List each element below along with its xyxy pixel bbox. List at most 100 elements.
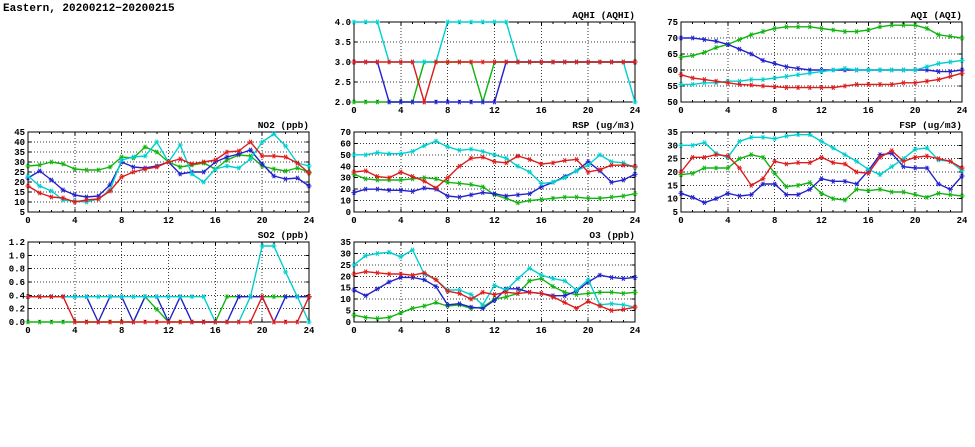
y-tick-label: 15 <box>667 181 678 191</box>
x-tick-label: 4 <box>72 216 78 226</box>
chart-rsp: 0 4 8 12 16 20 24 0 10 20 30 40 50 60 70 RSP (ug/m3) <box>328 118 641 230</box>
x-tick-label: 24 <box>304 326 314 336</box>
x-tick-label: 20 <box>910 106 921 116</box>
x-tick-label: 8 <box>772 106 777 116</box>
x-tick-label: 24 <box>957 106 967 116</box>
series-line-blue <box>28 295 309 323</box>
y-tick-label: 10 <box>340 295 351 305</box>
series-markers-green <box>678 152 965 203</box>
y-tick-label: 75 <box>667 18 678 28</box>
grid-lines <box>354 132 635 212</box>
y-tick-label: 70 <box>340 128 351 138</box>
plot-frame <box>680 21 963 103</box>
series-markers-cyan <box>678 132 965 178</box>
x-tick-label: 4 <box>725 216 731 226</box>
x-tick-label: 4 <box>398 216 404 226</box>
y-tick-label: 1.2 <box>9 238 25 248</box>
series-line-green <box>28 295 309 323</box>
y-tick-label: 0.6 <box>9 278 25 288</box>
y-tick-label: 15 <box>340 284 351 294</box>
grid-lines <box>354 242 635 322</box>
series-markers-red <box>678 148 965 188</box>
x-tick-label: 24 <box>630 106 640 116</box>
x-tick-label: 0 <box>351 106 356 116</box>
y-tick-label: 20 <box>667 168 678 178</box>
x-tick-label: 16 <box>863 106 874 116</box>
x-tick-label: 20 <box>257 216 268 226</box>
page-title: Eastern, 20200212−20200215 <box>3 3 175 15</box>
x-tick-label: 0 <box>678 106 683 116</box>
chart-title-fsp: FSP (ug/m3) <box>899 120 962 131</box>
y-tick-label: 5 <box>20 208 25 218</box>
x-tick-label: 12 <box>163 216 174 226</box>
x-tick-label: 12 <box>163 326 174 336</box>
y-tick-label: 0.2 <box>9 305 25 315</box>
chart-title-o3: O3 (ppb) <box>589 230 635 241</box>
y-tick-label: 65 <box>667 50 678 60</box>
chart-aqi: 0 4 8 12 16 20 24 50 55 60 65 70 75 AQI (AQI) <box>655 8 968 120</box>
y-tick-label: 50 <box>340 151 351 161</box>
y-tick-label: 70 <box>667 34 678 44</box>
x-tick-label: 24 <box>957 216 967 226</box>
y-tick-label: 20 <box>14 178 25 188</box>
y-tick-label: 25 <box>667 155 678 165</box>
y-tick-label: 35 <box>14 148 25 158</box>
x-tick-label: 16 <box>536 326 547 336</box>
y-tick-label: 3.5 <box>335 38 351 48</box>
axis-labels: 0 4 8 12 16 20 24 0.0 0.2 0.4 0.6 0.8 1.0 1.2 <box>9 238 315 336</box>
x-tick-label: 16 <box>210 216 221 226</box>
x-tick-label: 8 <box>445 106 450 116</box>
x-tick-label: 0 <box>351 326 356 336</box>
x-tick-label: 0 <box>25 216 30 226</box>
x-tick-label: 12 <box>489 216 500 226</box>
axis-labels: 0 4 8 12 16 20 24 5 10 15 20 25 30 35 <box>667 128 968 226</box>
series-markers-cyan <box>678 57 965 87</box>
x-tick-label: 20 <box>257 326 268 336</box>
x-tick-label: 8 <box>119 326 124 336</box>
chart-canvas-fsp: 0 4 8 12 16 20 24 5 10 15 20 25 30 35 FSP (ug/m3) <box>667 120 968 226</box>
y-tick-label: 45 <box>14 128 25 138</box>
y-tick-label: 55 <box>667 82 678 92</box>
x-tick-label: 24 <box>630 326 640 336</box>
y-tick-label: 4.0 <box>335 18 351 28</box>
chart-no2: 0 4 8 12 16 20 24 5 10 15 20 25 30 35 40 45 NO2 (ppb) <box>2 118 315 230</box>
x-tick-label: 20 <box>583 216 594 226</box>
y-tick-label: 40 <box>14 138 25 148</box>
grid-lines <box>681 22 962 102</box>
x-tick-label: 24 <box>630 216 640 226</box>
y-tick-label: 15 <box>14 188 25 198</box>
y-tick-label: 2.0 <box>335 98 351 108</box>
y-tick-label: 0.0 <box>9 318 25 328</box>
y-tick-label: 30 <box>14 158 25 168</box>
series-markers-cyan <box>25 131 312 205</box>
chart-title-aqhi: AQHI (AQHI) <box>572 10 635 21</box>
x-tick-label: 12 <box>489 326 500 336</box>
y-tick-label: 60 <box>667 66 678 76</box>
series-markers-green <box>351 171 638 206</box>
x-tick-label: 24 <box>304 216 314 226</box>
x-tick-label: 12 <box>816 106 827 116</box>
y-tick-label: 25 <box>340 261 351 271</box>
x-tick-label: 4 <box>398 106 404 116</box>
x-tick-label: 12 <box>489 106 500 116</box>
x-tick-label: 16 <box>863 216 874 226</box>
y-tick-label: 0 <box>346 318 351 328</box>
x-tick-label: 4 <box>398 326 404 336</box>
y-tick-label: 40 <box>340 162 351 172</box>
x-tick-label: 8 <box>119 216 124 226</box>
x-tick-label: 16 <box>536 106 547 116</box>
series-markers-cyan <box>351 247 638 310</box>
x-tick-label: 0 <box>351 216 356 226</box>
y-tick-label: 35 <box>340 238 351 248</box>
x-tick-label: 20 <box>583 326 594 336</box>
series-markers-cyan <box>351 138 638 186</box>
x-tick-label: 20 <box>583 106 594 116</box>
y-tick-label: 10 <box>667 195 678 205</box>
y-tick-label: 2.5 <box>335 78 351 88</box>
plot-frame <box>353 241 636 323</box>
grid-lines <box>28 242 309 322</box>
y-tick-label: 5 <box>346 307 351 317</box>
